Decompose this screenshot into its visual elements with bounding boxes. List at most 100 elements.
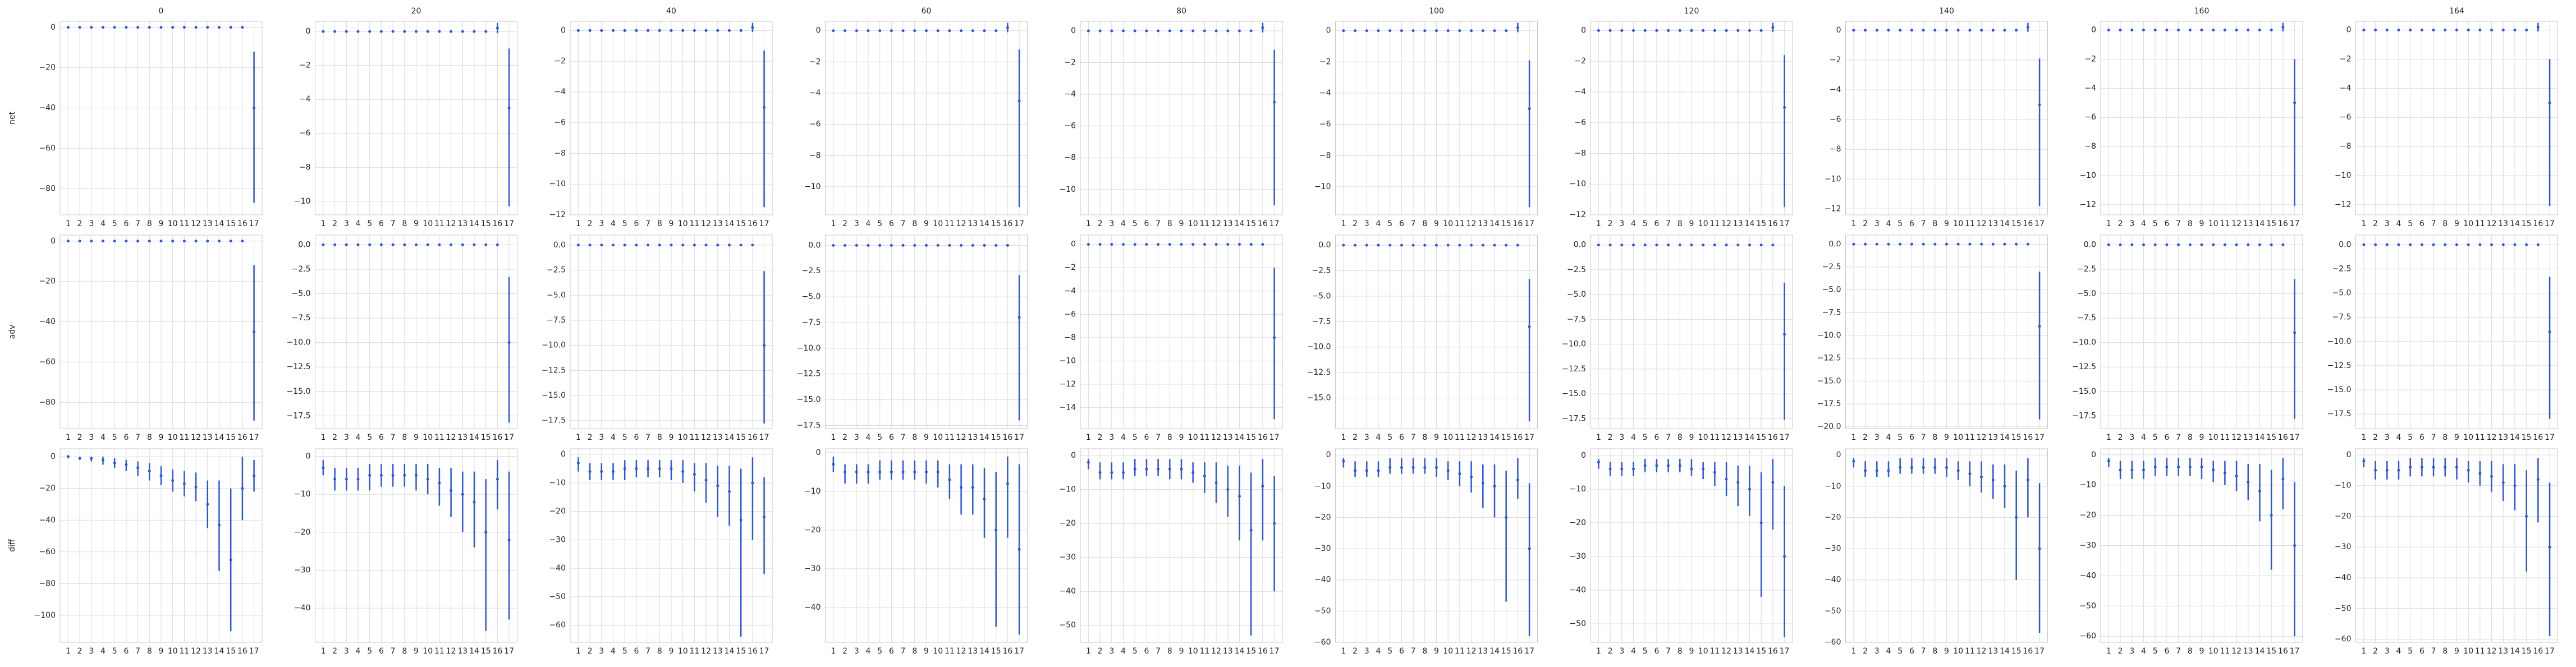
mean-point xyxy=(623,29,626,32)
x-tick-label: 17 xyxy=(1780,647,1790,656)
x-tick-label: 12 xyxy=(1211,219,1221,228)
mean-point xyxy=(728,243,731,247)
mean-point xyxy=(2188,243,2192,246)
y-tick-label: −60 xyxy=(39,548,56,556)
mean-point xyxy=(763,516,766,519)
x-tick-label: 4 xyxy=(1886,433,1891,442)
x-tick-label: 6 xyxy=(1909,647,1914,656)
mean-point xyxy=(1249,29,1253,33)
y-tick-label: −30 xyxy=(1059,553,1076,562)
mean-point xyxy=(1945,242,1948,246)
x-tick-label: 7 xyxy=(645,219,650,228)
x-tick-label: 3 xyxy=(599,219,604,228)
mean-point xyxy=(2153,465,2157,468)
mean-point xyxy=(1933,242,1937,246)
x-tick-label: 16 xyxy=(2278,647,2288,656)
mean-point xyxy=(1783,333,1786,336)
y-tick-label: −12 xyxy=(1059,380,1076,389)
x-tick-label: 9 xyxy=(1689,219,1694,228)
mean-point xyxy=(1388,466,1392,469)
mean-point xyxy=(218,523,221,527)
x-tick-label: 3 xyxy=(599,433,604,442)
x-tick-label: 5 xyxy=(1133,647,1138,656)
x-tick-label: 11 xyxy=(2475,647,2485,656)
x-tick-label: 7 xyxy=(135,219,140,228)
x-tick-label: 1 xyxy=(1086,433,1091,442)
x-tick-label: 16 xyxy=(2533,647,2543,656)
x-tick-label: 16 xyxy=(1258,219,1268,228)
mean-point xyxy=(2223,243,2226,246)
mean-point xyxy=(1620,243,1624,247)
y-tick-label: −4 xyxy=(2340,84,2352,93)
plot-frame xyxy=(2355,448,2558,643)
y-tick-label: −20 xyxy=(1569,518,1586,527)
mean-point xyxy=(171,240,175,243)
mean-point xyxy=(333,243,337,246)
mean-point xyxy=(739,243,742,247)
x-tick-label: 16 xyxy=(1002,433,1012,442)
plot-frame xyxy=(315,448,517,643)
x-tick-label: 7 xyxy=(1411,647,1416,656)
mean-point xyxy=(2374,468,2377,472)
mean-point xyxy=(623,467,626,471)
x-tick-label: 4 xyxy=(1631,433,1636,442)
mean-point xyxy=(600,243,603,247)
x-tick-label: 14 xyxy=(214,219,224,228)
mean-point xyxy=(588,470,592,473)
mean-point xyxy=(1110,243,1113,246)
mean-point xyxy=(2235,475,2238,478)
x-tick-label: 6 xyxy=(2419,219,2424,228)
mean-point xyxy=(484,243,488,246)
y-tick-label: −6 xyxy=(554,118,566,127)
x-tick-label: 2 xyxy=(332,647,337,656)
y-tick-label: −8 xyxy=(809,151,821,160)
x-tick-label: 16 xyxy=(2023,647,2033,656)
mean-point xyxy=(1388,29,1392,33)
mean-point xyxy=(1110,471,1113,474)
x-tick-label: 4 xyxy=(2141,647,2146,656)
mean-point xyxy=(206,26,209,29)
mean-point xyxy=(948,478,951,481)
mean-point xyxy=(2478,29,2482,32)
mean-point xyxy=(2362,243,2366,246)
x-tick-label: 15 xyxy=(2266,219,2276,228)
mean-point xyxy=(426,30,429,33)
mean-point xyxy=(1852,459,1855,463)
x-tick-label: 13 xyxy=(1223,433,1233,442)
mean-point xyxy=(2165,243,2169,246)
x-tick-label: 8 xyxy=(147,433,152,442)
x-tick-label: 1 xyxy=(1086,647,1091,656)
mean-point xyxy=(1702,243,1705,247)
mean-point xyxy=(855,470,858,473)
mean-point xyxy=(890,243,893,247)
mean-point xyxy=(2142,468,2145,472)
mean-point xyxy=(1759,521,1763,525)
mean-point xyxy=(635,29,638,32)
x-tick-label: 8 xyxy=(1422,219,1427,228)
y-tick-label: −40 xyxy=(1314,576,1331,585)
x-tick-label: 8 xyxy=(657,219,662,228)
mean-point xyxy=(2362,459,2366,463)
y-tick-label: −2.5 xyxy=(292,265,311,274)
x-tick-label: 17 xyxy=(249,647,259,656)
y-tick-label: −7.5 xyxy=(2332,313,2352,322)
mean-point xyxy=(1991,479,1995,482)
y-tick-label: 0 xyxy=(561,450,566,459)
x-tick-label: 4 xyxy=(100,219,106,228)
mean-point xyxy=(1620,29,1624,32)
y-tick-label: −12.5 xyxy=(287,362,311,371)
plot-frame xyxy=(1590,234,1793,429)
mean-point xyxy=(1759,243,1763,247)
y-tick-label: −2.5 xyxy=(2332,264,2352,273)
x-tick-label: 7 xyxy=(1156,219,1161,228)
mean-point xyxy=(136,26,140,29)
x-tick-label: 3 xyxy=(89,219,94,228)
mean-point xyxy=(2258,489,2261,493)
x-tick-label: 15 xyxy=(736,219,746,228)
mean-point xyxy=(1956,29,1960,32)
y-tick-label: −15.0 xyxy=(542,391,566,400)
x-tick-label: 6 xyxy=(889,433,894,442)
mean-point xyxy=(2501,29,2505,32)
x-tick-label: 12 xyxy=(446,647,456,656)
